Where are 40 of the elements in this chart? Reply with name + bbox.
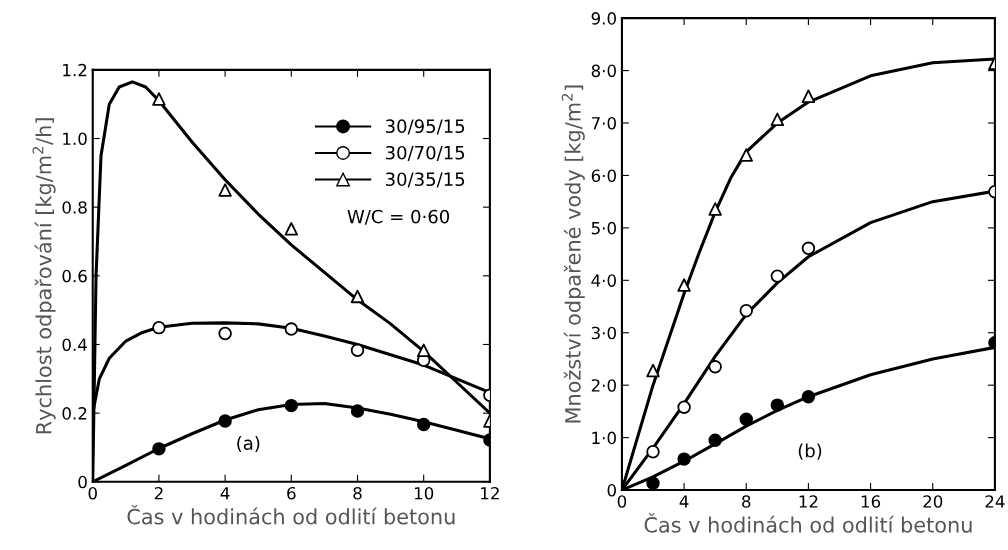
y-tick-label: 9.0: [591, 12, 616, 25]
annotation: (b): [798, 443, 822, 460]
x-tick-label: 8: [353, 486, 362, 500]
y-tick-label: 0.4: [62, 338, 87, 352]
x-tick-label: 0: [617, 495, 627, 508]
y-tick-label: 4·0: [591, 274, 616, 287]
y-tick-label: 5·0: [591, 221, 616, 235]
legend-label: 30/95/15: [385, 119, 465, 135]
x-tick-label: 24: [985, 495, 1005, 508]
legend-label: 30/70/15: [385, 145, 465, 161]
y-tick-label: 0.8: [62, 201, 87, 214]
y-tick-label: 3·0: [591, 326, 616, 340]
y-axis-title: Rychlost odpařování [kg/m$^{2}$/h]: [32, 118, 56, 434]
x-tick-label: 10: [414, 486, 434, 500]
x-axis-title: Čas v hodinách od odlití betonu: [644, 513, 972, 533]
x-tick-label: 12: [481, 486, 499, 500]
x-tick-label: 2: [154, 486, 163, 500]
legend-label: 30/35/15: [385, 172, 465, 188]
annotation: (a): [237, 436, 260, 453]
y-tick-label: 1·0: [592, 431, 616, 445]
x-tick-label: 4: [220, 487, 230, 500]
x-tick-label: 16: [861, 495, 881, 508]
y-tick-label: 1.0: [63, 132, 87, 146]
x-tick-label: 20: [923, 495, 943, 508]
y-tick-label: 0.6: [62, 269, 87, 283]
y-tick-label: 0.2: [62, 407, 87, 420]
x-tick-label: 8: [742, 495, 751, 508]
x-tick-label: 12: [799, 495, 818, 508]
y-tick-label: 8·0: [591, 64, 616, 78]
y-tick-label: 1.2: [63, 63, 87, 77]
x-tick-label: 0: [88, 486, 97, 500]
x-tick-label: 4: [679, 495, 689, 508]
y-tick-label: 2·0: [591, 379, 616, 392]
y-tick-label: 7·0: [591, 116, 616, 130]
x-axis-title: Čas v hodinách od odlití betonu: [127, 504, 455, 525]
y-tick-label: 6·0: [591, 169, 616, 183]
y-axis-title: Množství odpařené vody [kg/m$^{2}$]: [561, 85, 585, 423]
annotation: W/C = 0·60: [347, 209, 450, 225]
y-tick-label: 0: [78, 475, 87, 489]
x-tick-label: 6: [287, 486, 296, 500]
